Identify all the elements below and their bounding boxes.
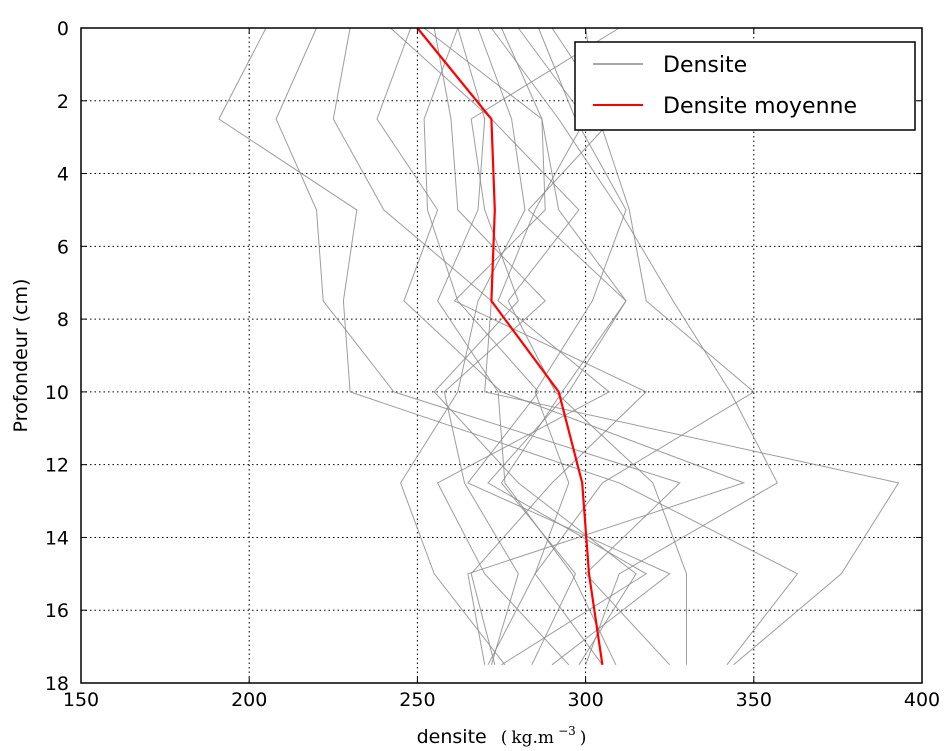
profile-line xyxy=(423,27,671,666)
y-tick-label: 4 xyxy=(57,164,69,186)
y-tick-label: 10 xyxy=(45,382,69,404)
y-tick-label: 16 xyxy=(45,600,69,622)
profile-line xyxy=(487,27,648,666)
x-axis-label: densite ( kg.m −3 ) xyxy=(417,722,587,748)
x-tick-label: 350 xyxy=(736,689,772,711)
y-tick-label: 6 xyxy=(57,236,69,258)
legend-label-densite-moyenne: Densite moyenne xyxy=(663,94,857,119)
legend-box xyxy=(574,41,916,131)
profile-line xyxy=(436,27,610,666)
profile-line xyxy=(433,27,546,665)
profile-line xyxy=(423,27,648,665)
x-axis-unit-open: ( xyxy=(501,728,508,748)
legend-label-densite: Densite xyxy=(663,53,747,78)
x-axis-unit-close: ) xyxy=(580,728,587,748)
x-axis-unit: kg.m xyxy=(511,728,554,748)
axis-ticks: 150 200 250 300 350 400 0 2 4 6 8 10 12 14 16 18 xyxy=(45,18,940,711)
profile-line xyxy=(487,27,755,666)
x-axis-label-text: densite xyxy=(417,726,487,748)
x-tick-label: 250 xyxy=(399,689,435,711)
y-tick-label: 12 xyxy=(45,455,69,477)
mean-line-layer xyxy=(416,27,604,665)
profile-line xyxy=(534,27,627,666)
plot-frame xyxy=(80,27,923,684)
profile-line xyxy=(332,27,900,666)
x-tick-label: 150 xyxy=(63,689,99,711)
profile-line xyxy=(218,27,799,666)
profile-line xyxy=(437,27,617,666)
profile-line xyxy=(376,27,746,665)
x-tick-label: 300 xyxy=(567,689,603,711)
y-tick-label: 18 xyxy=(45,673,69,695)
y-tick-label: 14 xyxy=(45,527,69,549)
y-tick-label: 8 xyxy=(57,309,69,331)
profile-lines xyxy=(218,27,900,666)
x-tick-label: 400 xyxy=(904,689,940,711)
y-axis-label: Profondeur (cm) xyxy=(10,279,32,433)
mean-line xyxy=(416,27,604,665)
x-axis-unit-exponent: −3 xyxy=(558,724,576,738)
profile-line xyxy=(500,27,627,666)
profile-line xyxy=(390,27,687,665)
profile-line xyxy=(490,27,778,665)
legend: Densite Densite moyenne xyxy=(574,41,916,131)
profile-line xyxy=(400,27,526,666)
x-tick-label: 200 xyxy=(231,689,267,711)
profile-line xyxy=(433,27,637,666)
profile-line xyxy=(275,27,681,666)
grid xyxy=(81,28,922,683)
y-tick-label: 2 xyxy=(57,91,69,113)
y-tick-label: 0 xyxy=(57,18,69,40)
